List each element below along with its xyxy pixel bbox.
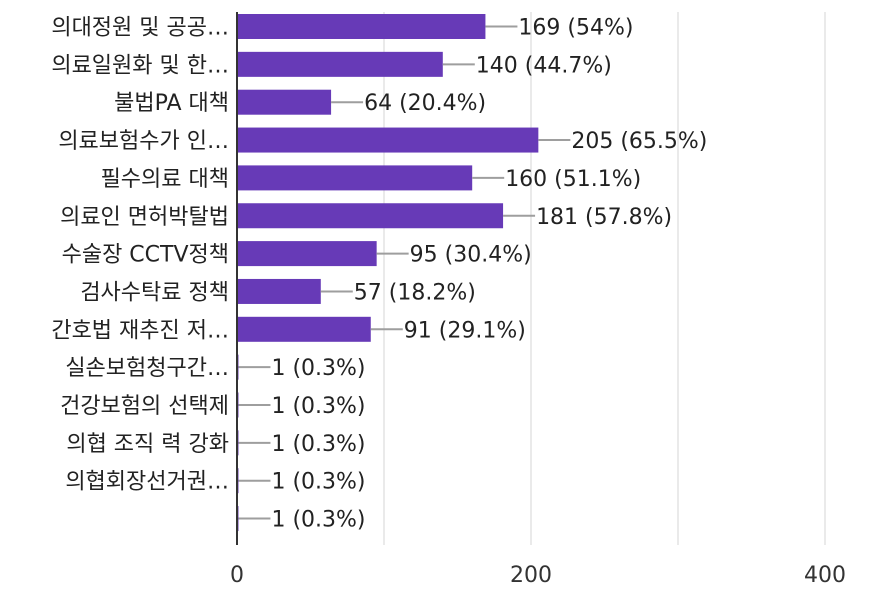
bar bbox=[237, 14, 486, 39]
category-label: 의대정원 및 공공… bbox=[51, 16, 229, 41]
data-label: 1 (0.3%) bbox=[271, 394, 365, 419]
bar bbox=[237, 51, 443, 77]
bar bbox=[237, 127, 539, 153]
category-label: 의료일원화 및 한… bbox=[51, 53, 229, 78]
data-label: 205 (65.5%) bbox=[571, 129, 707, 154]
category-label: 검사수탁료 정책 bbox=[80, 280, 229, 305]
bar bbox=[237, 241, 377, 267]
data-label: 181 (57.8%) bbox=[536, 205, 672, 230]
category-label: 실손보험청구간… bbox=[65, 356, 229, 381]
category-label: 건강보험의 선택제 bbox=[60, 394, 229, 419]
bar bbox=[237, 203, 504, 229]
x-tick-label: 0 bbox=[230, 563, 244, 588]
bar bbox=[237, 316, 371, 342]
bar bbox=[237, 165, 473, 191]
bar bbox=[237, 278, 321, 304]
data-label: 64 (20.4%) bbox=[364, 91, 486, 116]
data-label: 1 (0.3%) bbox=[271, 470, 365, 495]
x-tick-label: 400 bbox=[804, 563, 846, 588]
data-label: 140 (44.7%) bbox=[476, 53, 612, 78]
data-label: 1 (0.3%) bbox=[271, 356, 365, 381]
category-label: 의료보험수가 인… bbox=[58, 129, 229, 154]
data-label: 160 (51.1%) bbox=[505, 167, 641, 192]
category-label: 의협회장선거권… bbox=[65, 470, 229, 495]
bar bbox=[237, 89, 332, 115]
category-label: 수술장 CCTV정책 bbox=[62, 243, 229, 268]
category-label: 불법PA 대책 bbox=[114, 91, 229, 116]
category-label: 의협 조직 력 강화 bbox=[66, 432, 229, 457]
data-label: 169 (54%) bbox=[518, 16, 633, 41]
x-tick-label: 200 bbox=[510, 563, 552, 588]
data-label: 91 (29.1%) bbox=[404, 318, 526, 343]
data-label: 95 (30.4%) bbox=[410, 243, 532, 268]
category-label: 간호법 재추진 저… bbox=[51, 318, 229, 343]
data-label: 1 (0.3%) bbox=[271, 508, 365, 533]
data-label: 1 (0.3%) bbox=[271, 432, 365, 457]
data-label: 57 (18.2%) bbox=[354, 280, 476, 305]
category-label: 의료인 면허박탈법 bbox=[60, 205, 229, 230]
category-label: 필수의료 대책 bbox=[101, 167, 229, 192]
